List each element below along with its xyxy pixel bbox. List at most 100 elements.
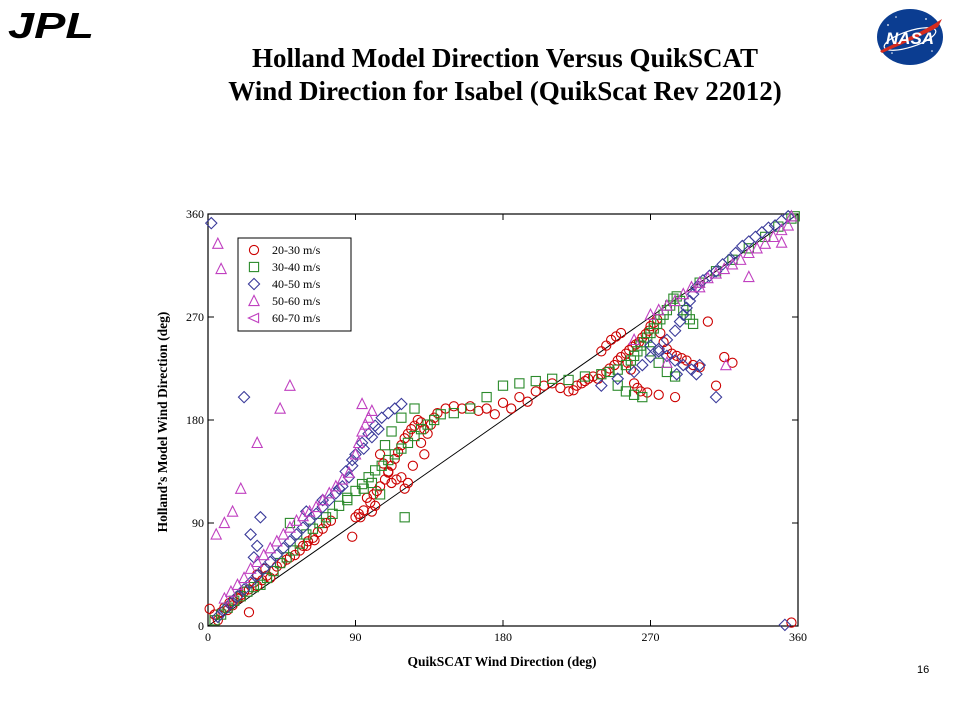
y-tick-label: 360 xyxy=(186,207,204,221)
x-tick-label: 180 xyxy=(494,630,512,644)
scatter-point xyxy=(294,538,305,549)
scatter-point xyxy=(628,389,640,400)
scatter-point xyxy=(612,380,623,391)
scatter-point xyxy=(710,266,723,279)
legend-marker xyxy=(248,244,260,256)
scatter-point xyxy=(690,280,703,294)
y-tick-label: 180 xyxy=(186,413,204,427)
scatter-point xyxy=(702,316,714,327)
x-axis-title: QuikSCAT Wind Direction (deg) xyxy=(408,654,597,669)
scatter-point xyxy=(396,443,407,454)
scatter-point xyxy=(514,378,525,389)
scatter-point xyxy=(781,209,795,223)
scatter-point xyxy=(409,420,420,431)
scatter-point xyxy=(668,354,682,367)
scatter-point xyxy=(734,252,747,265)
jpl-logo: JPL xyxy=(8,6,94,44)
scatter-points xyxy=(204,209,800,632)
scatter-point xyxy=(255,579,266,590)
scatter-point xyxy=(759,236,772,249)
scatter-point xyxy=(283,520,296,533)
scatter-point xyxy=(218,591,231,604)
scatter-point xyxy=(211,236,224,249)
title-line-1: Holland Model Direction Versus QuikSCAT xyxy=(251,43,759,73)
scatter-point xyxy=(362,410,375,423)
scatter-point xyxy=(635,358,649,372)
scatter-point xyxy=(653,357,664,368)
scatter-point xyxy=(690,367,703,381)
scatter-point xyxy=(284,517,296,529)
scatter-point xyxy=(254,510,267,524)
scatter-point xyxy=(231,577,244,590)
scatter-point xyxy=(323,486,336,499)
scatter-point xyxy=(709,390,723,404)
title-line-2: Wind Direction for Isabel (QuikScat Rev … xyxy=(228,76,782,106)
scatter-point xyxy=(676,353,687,364)
scatter-point xyxy=(660,355,673,368)
scatter-point xyxy=(327,508,338,519)
scatter-point xyxy=(701,271,714,284)
scatter-point xyxy=(244,561,257,574)
scatter-point xyxy=(250,539,264,553)
scatter-point xyxy=(244,528,257,541)
scatter-point xyxy=(301,540,312,552)
scatter-point xyxy=(660,349,674,363)
scatter-point xyxy=(243,607,255,618)
legend-marker xyxy=(248,261,260,273)
scatter-point xyxy=(277,527,290,540)
scatter-point xyxy=(406,424,417,435)
x-tick-label: 360 xyxy=(789,630,807,644)
scatter-chart: 0 90 180 270 360 0 90 180 270 360 QuikSCAT Wind D… xyxy=(155,207,807,669)
scatter-point xyxy=(432,407,443,419)
scatter-point xyxy=(778,618,792,632)
scatter-point xyxy=(320,512,332,523)
scatter-point xyxy=(645,321,656,332)
scatter-point xyxy=(742,270,755,283)
scatter-point xyxy=(386,426,397,437)
scatter-point xyxy=(506,403,517,414)
scatter-point xyxy=(669,391,681,403)
scatter-point xyxy=(685,280,698,293)
scatter-point xyxy=(370,500,381,511)
scatter-point xyxy=(782,218,795,231)
slide-title: Holland Model Direction Versus QuikSCAT … xyxy=(0,42,960,108)
scatter-point xyxy=(668,324,682,338)
scatter-point xyxy=(396,472,407,483)
scatter-point xyxy=(342,494,353,506)
scatter-point xyxy=(530,386,541,397)
scatter-point xyxy=(244,576,257,589)
y-tick-label: 90 xyxy=(192,516,204,530)
scatter-point xyxy=(355,436,369,450)
scatter-point xyxy=(350,512,361,523)
scatter-point xyxy=(333,500,345,511)
scatter-point xyxy=(785,209,798,222)
scatter-point xyxy=(742,246,755,259)
legend-label: 40-50 m/s xyxy=(272,277,321,291)
scatter-point xyxy=(209,615,220,626)
scatter-point xyxy=(355,512,366,523)
scatter-point xyxy=(332,482,346,496)
scatter-point xyxy=(329,479,342,492)
scatter-point xyxy=(363,472,374,483)
x-tick-label: 90 xyxy=(350,630,362,644)
scatter-point xyxy=(615,327,627,339)
scatter-point xyxy=(762,221,775,235)
scatter-point xyxy=(288,545,299,556)
nasa-logo: NASA xyxy=(877,9,943,65)
scatter-point xyxy=(345,453,359,467)
scatter-point xyxy=(359,417,372,430)
scatter-point xyxy=(336,472,349,485)
scatter-point xyxy=(652,303,665,316)
scatter-point xyxy=(268,565,279,577)
scatter-point xyxy=(611,372,625,386)
x-tick-label: 270 xyxy=(642,630,660,644)
scatter-point xyxy=(402,477,414,489)
scatter-point xyxy=(497,380,509,391)
scatter-point xyxy=(257,548,270,561)
scatter-point xyxy=(709,264,723,278)
scatter-point xyxy=(409,430,420,442)
scatter-point xyxy=(310,500,323,513)
scatter-point xyxy=(303,514,316,528)
scatter-point xyxy=(342,465,355,478)
scatter-point xyxy=(350,485,361,497)
